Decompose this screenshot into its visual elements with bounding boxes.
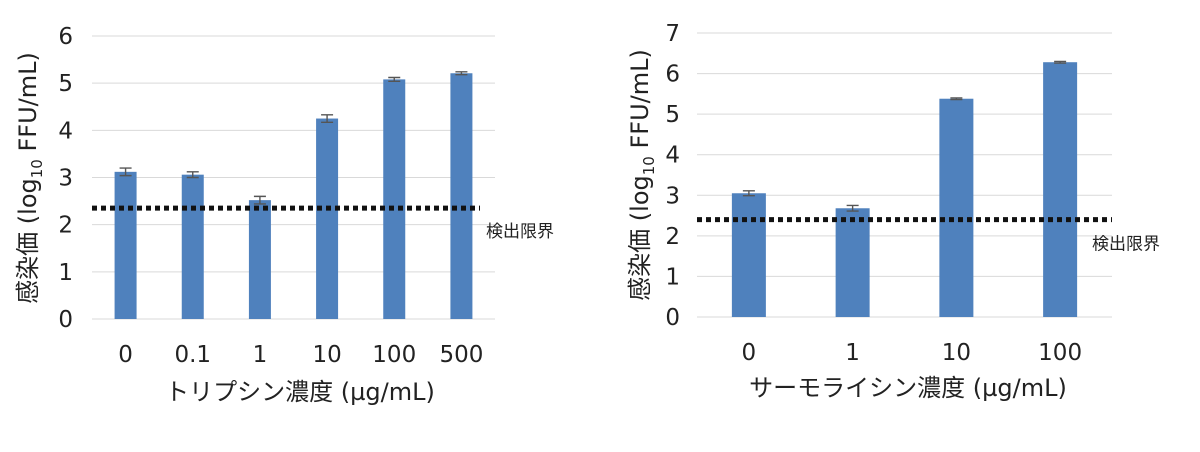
bar [939,98,974,318]
x-tick-label: 100 [372,342,416,368]
y-tick-label: 4 [58,118,73,144]
detection-limit-label: 検出限界 [1092,235,1160,255]
y-tick-label: 5 [58,71,73,97]
bar [316,118,339,320]
y-axis-title-prefix: 感染価 (log [14,178,42,304]
bar [248,200,271,319]
y-tick-label: 1 [58,260,73,286]
y-axis-title-suffix: FFU/mL) [626,49,654,156]
y-tick-label: 6 [665,62,680,88]
bar [383,79,406,319]
error-bar [1054,60,1067,64]
x-tick-label: 0 [742,340,757,366]
bar [731,193,766,317]
y-axis-title: 感染価 (log10 FFU/mL) [14,52,46,304]
y-tick-label: 1 [665,264,680,290]
detection-limit-label: 検出限界 [486,222,554,242]
y-tick-label: 5 [665,102,680,128]
y-tick-label: 7 [665,21,680,47]
y-axis-title: 感染価 (log10 FFU/mL) [626,49,658,301]
x-tick-label: 1 [845,340,860,366]
x-tick-label: 0 [118,342,133,368]
error-bar [846,204,859,212]
y-tick-label: 0 [58,307,73,333]
bar [1043,62,1078,318]
y-tick-label: 3 [58,166,73,192]
error-bar [186,171,199,179]
bar [450,73,473,320]
error-bar [253,195,266,205]
x-axis-title: サーモライシン濃度 (µg/mL) [749,374,1067,402]
y-tick-label: 0 [665,305,680,331]
x-tick-label: 0.1 [174,342,211,368]
x-axis-title: トリプシン濃度 (µg/mL) [165,378,435,406]
error-bar [321,114,334,124]
error-bar [119,167,132,177]
error-bar [742,190,755,197]
y-tick-label: 4 [665,143,680,169]
bar [181,174,204,319]
x-tick-label: 1 [253,342,268,368]
x-tick-label: 10 [942,340,971,366]
y-axis-title-suffix: FFU/mL) [14,52,42,159]
y-tick-label: 6 [58,24,73,50]
y-tick-label: 2 [58,213,73,239]
x-tick-label: 100 [1038,340,1082,366]
y-axis-title-prefix: 感染価 (log [626,175,654,301]
x-tick-label: 500 [439,342,483,368]
error-bar [950,97,963,101]
y-axis-title-subscript: 10 [640,156,658,175]
error-bar [388,76,401,82]
y-tick-label: 2 [665,224,680,250]
y-tick-label: 3 [665,183,680,209]
x-tick-label: 10 [312,342,341,368]
y-axis-title-subscript: 10 [28,159,46,178]
error-bar [455,71,468,76]
bar [835,208,870,317]
bar [114,171,137,319]
